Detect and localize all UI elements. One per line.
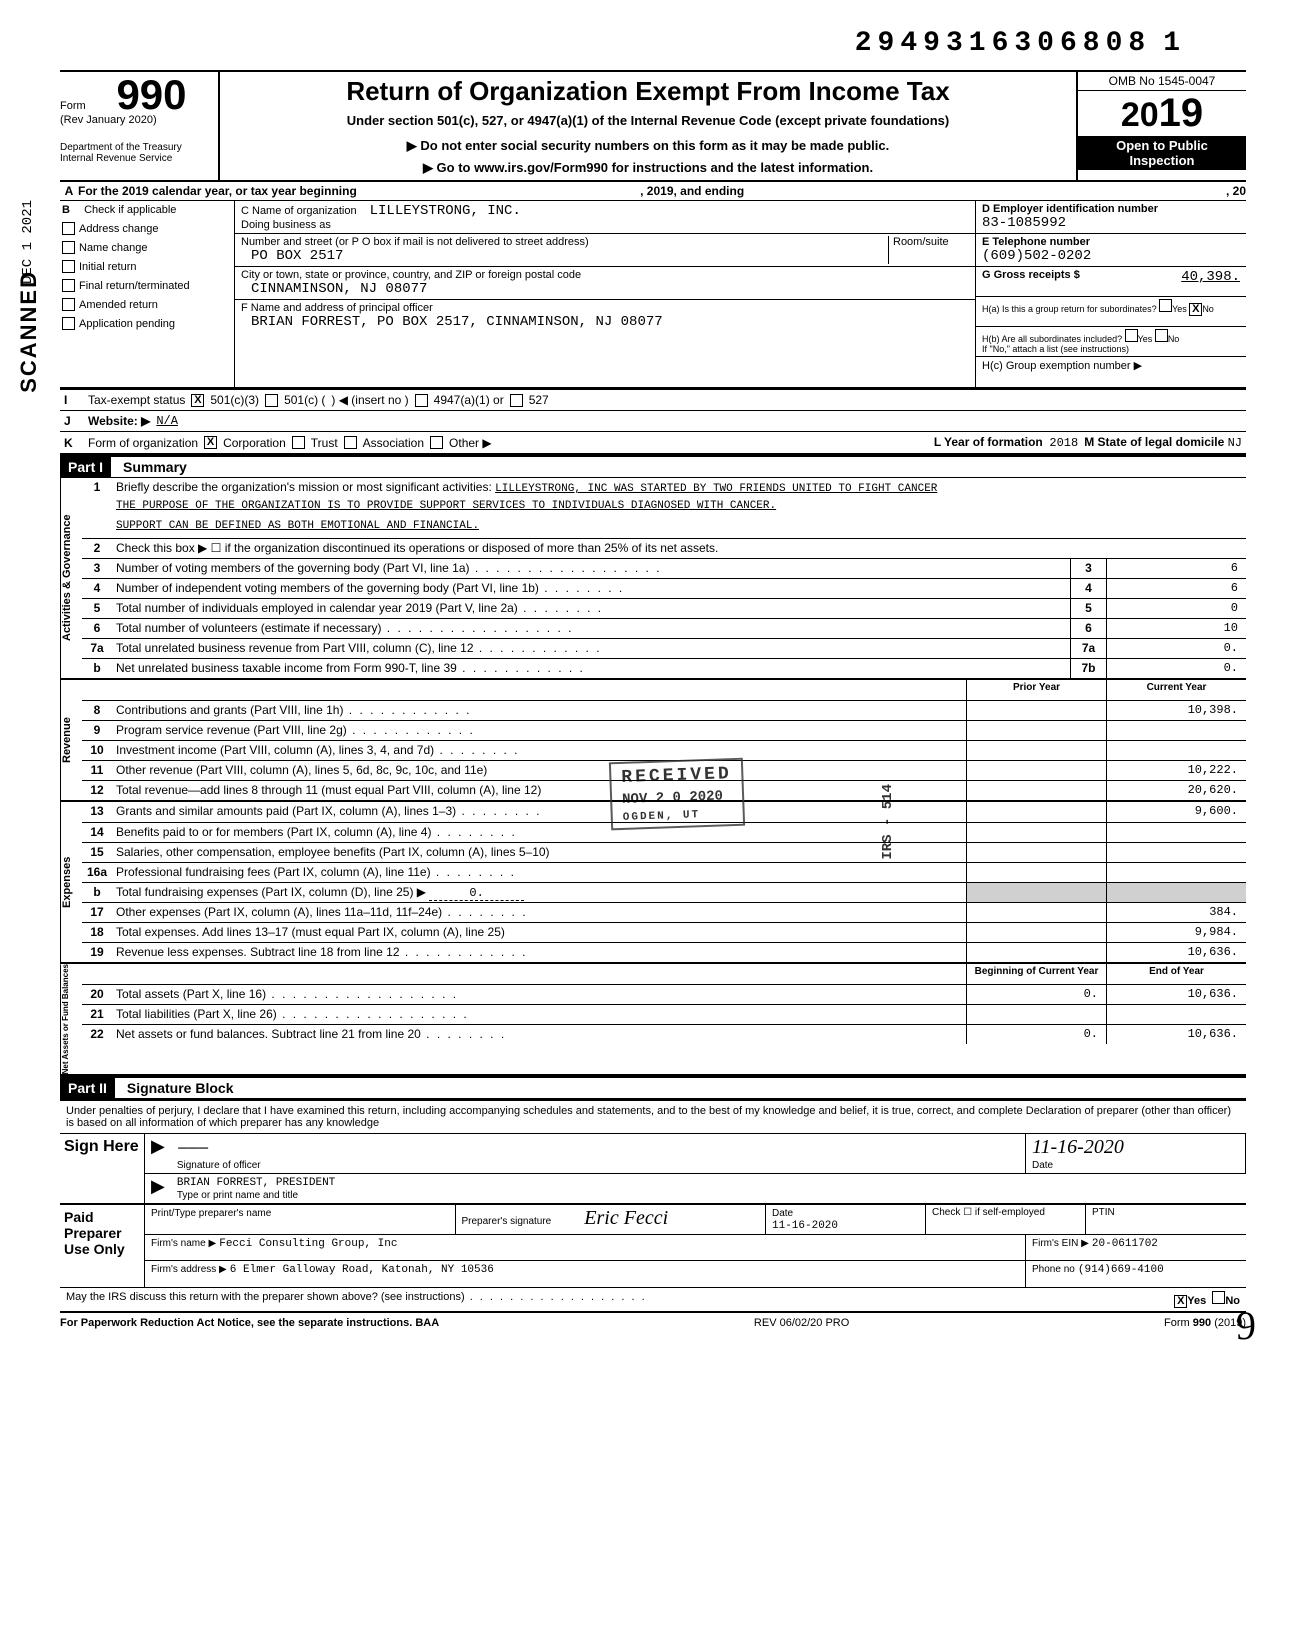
checkbox-assoc[interactable] <box>344 436 357 449</box>
row-k-form-org: K Form of organization XCorporation Trus… <box>60 431 1246 455</box>
entity-info-block: B Check if applicable Address change Nam… <box>60 201 1246 389</box>
row-i-tax-status: I Tax-exempt status X501(c)(3) 501(c) ( … <box>60 389 1246 410</box>
checkbox-discuss-no[interactable] <box>1212 1291 1225 1304</box>
sign-here-label: Sign Here <box>60 1134 145 1203</box>
part1-header: Part I Summary <box>60 455 1246 478</box>
checkbox-name-change[interactable] <box>62 241 75 254</box>
form-identifier: Form 990 (Rev January 2020) Department o… <box>60 72 220 180</box>
form-header: Form 990 (Rev January 2020) Department o… <box>60 70 1246 182</box>
signature-block: Under penalties of perjury, I declare th… <box>60 1099 1246 1311</box>
section-net-assets: Net Assets or Fund Balances Beginning of… <box>60 964 1246 1076</box>
date-stamp-left: DEC 1 2021 <box>20 200 36 284</box>
checkbox-initial-return[interactable] <box>62 260 75 273</box>
checkbox-address-change[interactable] <box>62 222 75 235</box>
irs-stamp: IRS - 514 <box>870 780 906 864</box>
handwritten-9: 9 <box>1236 1302 1256 1349</box>
page-footer: For Paperwork Reduction Act Notice, see … <box>60 1311 1246 1329</box>
form-meta: OMB No 1545-0047 2019 Open to Public Ins… <box>1076 72 1246 180</box>
row-a-tax-year: A For the 2019 calendar year, or tax yea… <box>60 182 1246 201</box>
checkbox-hb-no[interactable] <box>1155 329 1168 342</box>
checkbox-final-return[interactable] <box>62 279 75 292</box>
checkbox-hb-yes[interactable] <box>1125 329 1138 342</box>
checkbox-discuss-yes[interactable]: X <box>1174 1295 1187 1308</box>
checkbox-ha-no[interactable]: X <box>1189 303 1202 316</box>
received-stamp: RECEIVED NOV 2 0 2020 OGDEN, UT <box>609 758 746 831</box>
part2-header: Part II Signature Block <box>60 1076 1246 1099</box>
side-label-revenue: Revenue <box>60 680 82 800</box>
checkbox-application-pending[interactable] <box>62 317 75 330</box>
section-activities: Activities & Governance 1 Briefly descri… <box>60 478 1246 680</box>
row-j-website: J Website: ▶ N/A <box>60 410 1246 431</box>
scanned-stamp: SCANNED <box>16 270 42 393</box>
checkbox-amended[interactable] <box>62 298 75 311</box>
side-label-expenses: Expenses <box>60 802 82 962</box>
col-b-checkboxes: B Check if applicable Address change Nam… <box>60 201 235 387</box>
checkbox-527[interactable] <box>510 394 523 407</box>
col-c-org-info: C Name of organization LILLEYSTRONG, INC… <box>235 201 976 387</box>
side-label-activities: Activities & Governance <box>60 478 82 678</box>
checkbox-501c[interactable] <box>265 394 278 407</box>
officer-signature: ⎯⎯⎯ <box>177 1136 207 1158</box>
col-d-meta: D Employer identification number 83-1085… <box>976 201 1246 387</box>
form-title: Return of Organization Exempt From Incom… <box>220 72 1076 180</box>
paid-preparer-label: Paid Preparer Use Only <box>60 1205 145 1287</box>
checkbox-corp[interactable]: X <box>204 436 217 449</box>
checkbox-trust[interactable] <box>292 436 305 449</box>
checkbox-ha-yes[interactable] <box>1159 299 1172 312</box>
document-number: 29493163068081 <box>855 28 1186 59</box>
side-label-net-assets: Net Assets or Fund Balances <box>60 964 82 1074</box>
checkbox-other[interactable] <box>430 436 443 449</box>
checkbox-4947[interactable] <box>415 394 428 407</box>
checkbox-501c3[interactable]: X <box>191 394 204 407</box>
